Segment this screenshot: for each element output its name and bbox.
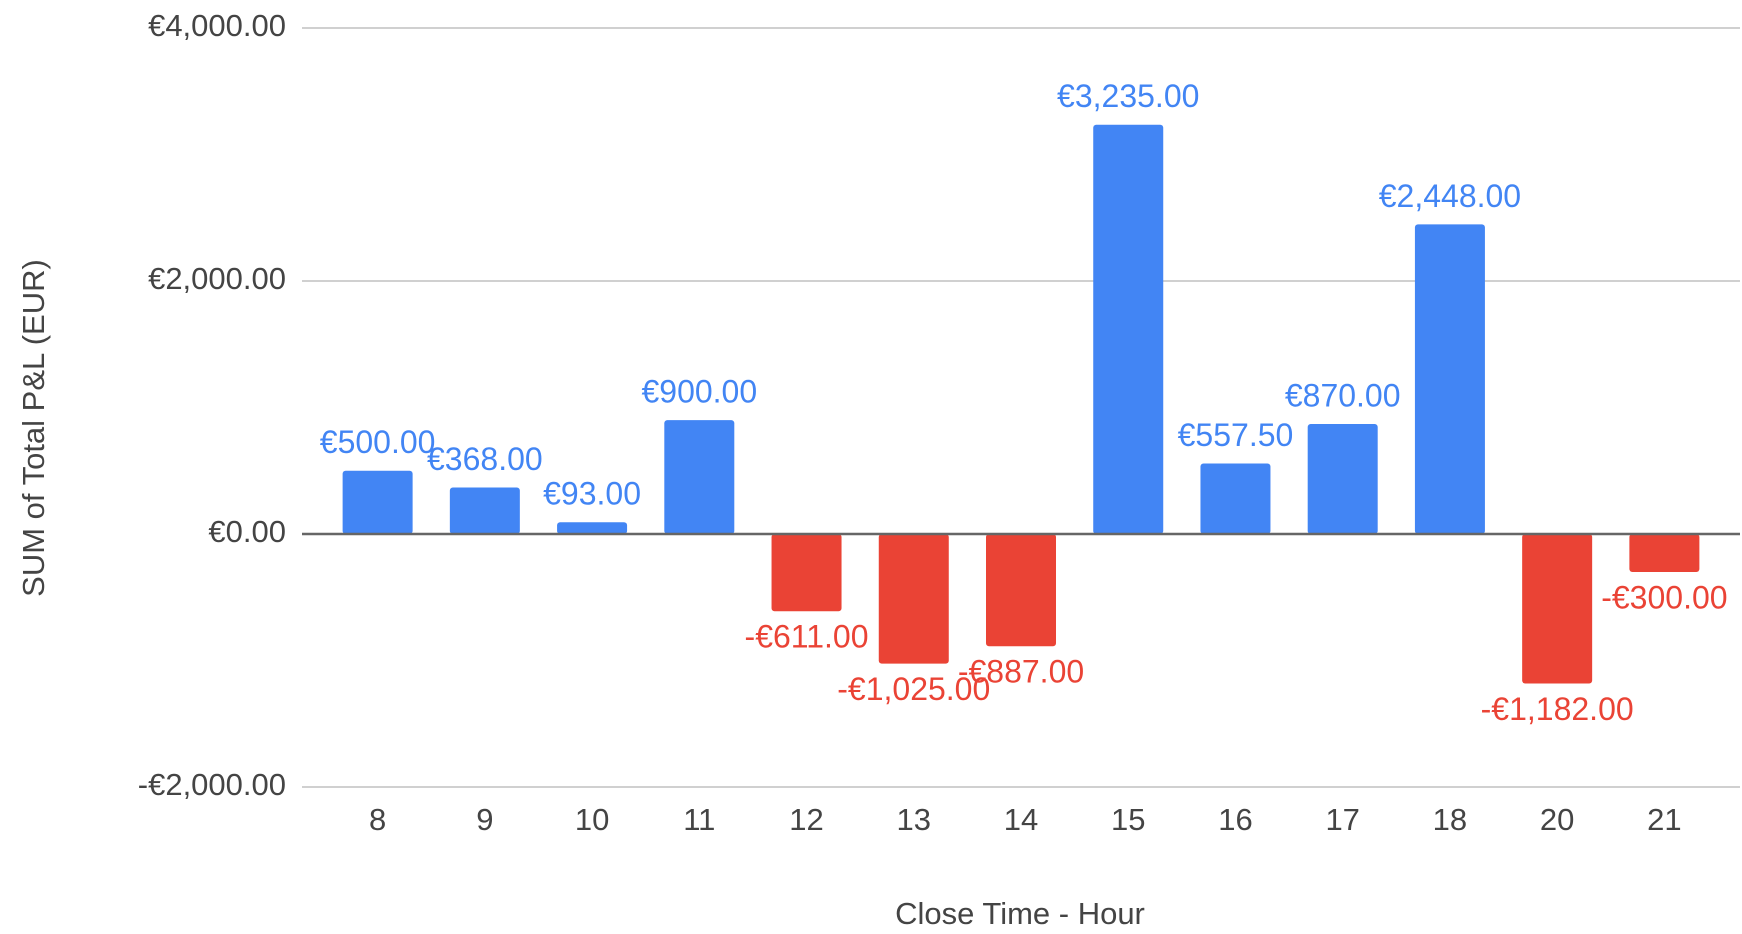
x-tick-label: 13 (897, 802, 931, 837)
data-label: -€611.00 (745, 619, 869, 655)
bar (664, 420, 735, 534)
data-label: -€300.00 (1601, 579, 1727, 615)
bar (1307, 423, 1378, 534)
data-label: €368.00 (427, 441, 543, 477)
data-label: €557.50 (1178, 417, 1294, 453)
bar (771, 534, 842, 612)
bar (1200, 463, 1271, 534)
data-label: -€887.00 (958, 654, 1084, 690)
x-tick-label: 16 (1218, 802, 1252, 837)
x-tick-label: 20 (1540, 802, 1574, 837)
data-label: €500.00 (320, 424, 436, 460)
x-tick-label: 12 (789, 802, 823, 837)
x-tick-label: 11 (683, 802, 715, 837)
y-tick-label: €4,000.00 (148, 8, 286, 43)
data-label: €870.00 (1285, 377, 1401, 413)
bar (1629, 534, 1700, 572)
data-label: €93.00 (543, 476, 641, 512)
y-axis-title: SUM of Total P&L (EUR) (16, 259, 51, 597)
data-label: -€1,025.00 (837, 671, 990, 707)
y-tick-label: -€2,000.00 (138, 767, 286, 802)
x-tick-label: 10 (575, 802, 609, 837)
y-tick-label: €0.00 (208, 514, 286, 549)
bar (1414, 224, 1485, 534)
data-label: €2,448.00 (1379, 178, 1521, 214)
bar (878, 534, 949, 664)
data-label: €900.00 (641, 374, 757, 410)
x-tick-label: 18 (1433, 802, 1467, 837)
data-label: €3,235.00 (1057, 78, 1199, 114)
x-tick-label: 17 (1325, 802, 1359, 837)
x-tick-label: 9 (476, 802, 493, 837)
bar (449, 487, 520, 534)
x-tick-label: 15 (1111, 802, 1145, 837)
y-tick-label: €2,000.00 (148, 261, 286, 296)
bar (557, 522, 628, 534)
x-tick-label: 14 (1004, 802, 1038, 837)
x-tick-label: 21 (1647, 802, 1681, 837)
x-tick-label: 8 (369, 802, 386, 837)
bar (1522, 534, 1593, 684)
bar (986, 534, 1056, 647)
data-label: -€1,182.00 (1481, 691, 1634, 727)
x-axis-title: Close Time - Hour (895, 896, 1145, 931)
bar (342, 470, 413, 534)
bar (1093, 124, 1164, 535)
